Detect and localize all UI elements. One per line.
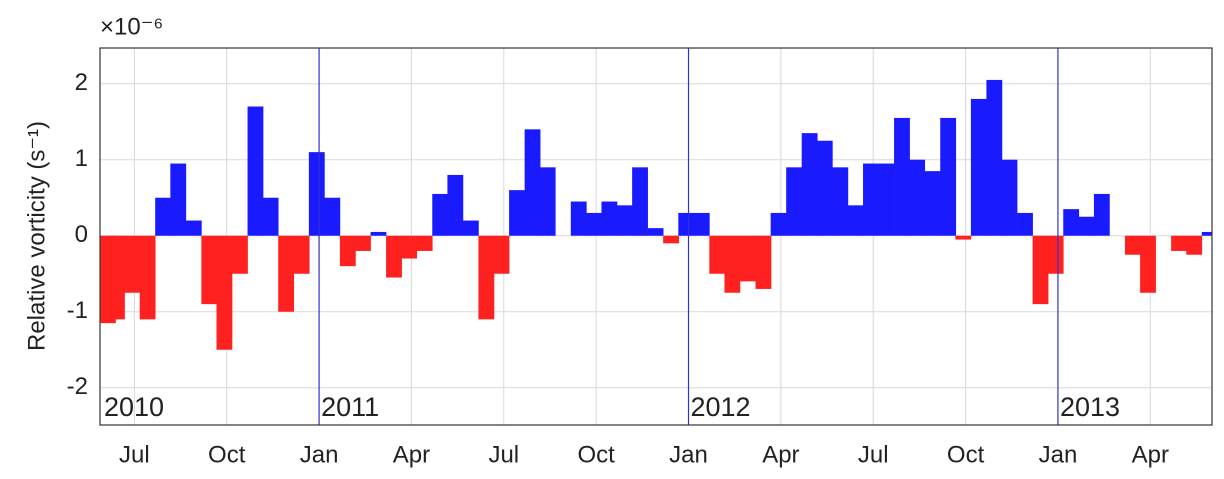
x-tick-label: Oct [577,441,615,468]
bar [570,201,587,236]
bar [894,117,910,236]
bar [1201,231,1212,236]
bar [847,205,864,236]
bar [709,235,726,274]
bar [478,235,495,320]
bar [1171,235,1187,251]
bar [801,133,818,236]
bar [970,98,987,236]
x-tick-label: Jan [669,441,708,468]
bar [447,174,464,236]
bar [986,79,1003,236]
y-tick-label: -2 [67,373,88,400]
bar [293,235,310,274]
bar [632,167,648,236]
x-tick-label: Oct [208,441,246,468]
bar [724,235,741,293]
bar [1017,212,1033,236]
x-tick-label: Apr [393,441,430,468]
bar [386,235,402,278]
bar [663,235,679,244]
year-label: 2012 [691,392,751,422]
bar [616,205,633,236]
bar [262,197,279,236]
bar [1078,216,1095,236]
bar [201,235,218,305]
bar [924,171,941,236]
x-tick-label: Jul [119,441,150,468]
bar [416,235,433,251]
y-tick-label: 1 [75,145,88,172]
bar [1001,159,1018,236]
bar [1047,235,1064,274]
bar [863,163,879,236]
bar [509,190,525,236]
bar [170,163,187,236]
x-tick-label: Jan [300,441,339,468]
bar [493,235,510,274]
bar [832,167,849,236]
bar [185,220,202,236]
bar [139,235,156,320]
bar [232,235,248,274]
y-axis-label: Relative vorticity (s⁻¹) [23,121,50,351]
x-tick-label: Oct [947,441,985,468]
y-tick-label: 0 [75,221,88,248]
bar [462,220,479,236]
x-tick-label: Apr [1132,441,1169,468]
bar [1093,193,1110,236]
bar [155,197,172,236]
bar [324,197,341,236]
year-label: 2013 [1060,392,1120,422]
bar [878,163,895,236]
bar [693,212,710,236]
bar [216,235,233,350]
bar [1063,209,1080,236]
bar [755,235,772,289]
bar [955,235,972,240]
bar [585,212,602,236]
bar [109,235,125,320]
y-tick-label: 2 [75,69,88,96]
bar [524,129,541,236]
bar [355,235,371,251]
plot-frame [99,47,1213,426]
bar [909,159,926,236]
x-tick-label: Jul [858,441,889,468]
bar [647,228,664,236]
y-multiplier: ×10⁻⁶ [100,13,163,40]
bar [678,212,695,236]
bar [1124,235,1141,255]
bar [247,106,264,236]
bar [601,201,618,236]
bar [432,193,449,236]
year-label: 2010 [104,392,164,422]
x-tick-label: Apr [762,441,799,468]
x-tick-label: Jan [1039,441,1078,468]
bar [1032,235,1049,305]
bar [740,235,756,282]
bar [370,231,387,236]
bar [940,117,957,236]
bar [278,235,295,312]
bar [1140,235,1156,293]
bar [770,212,787,236]
bar [816,140,833,236]
bar [401,235,418,259]
bar [786,167,803,236]
x-tick-label: Jul [488,441,519,468]
bar [308,152,325,236]
bar [539,167,556,236]
year-label: 2011 [321,392,379,422]
bar [339,235,356,267]
bar [124,235,140,293]
y-tick-label: -1 [67,297,88,324]
bar [1186,235,1203,255]
